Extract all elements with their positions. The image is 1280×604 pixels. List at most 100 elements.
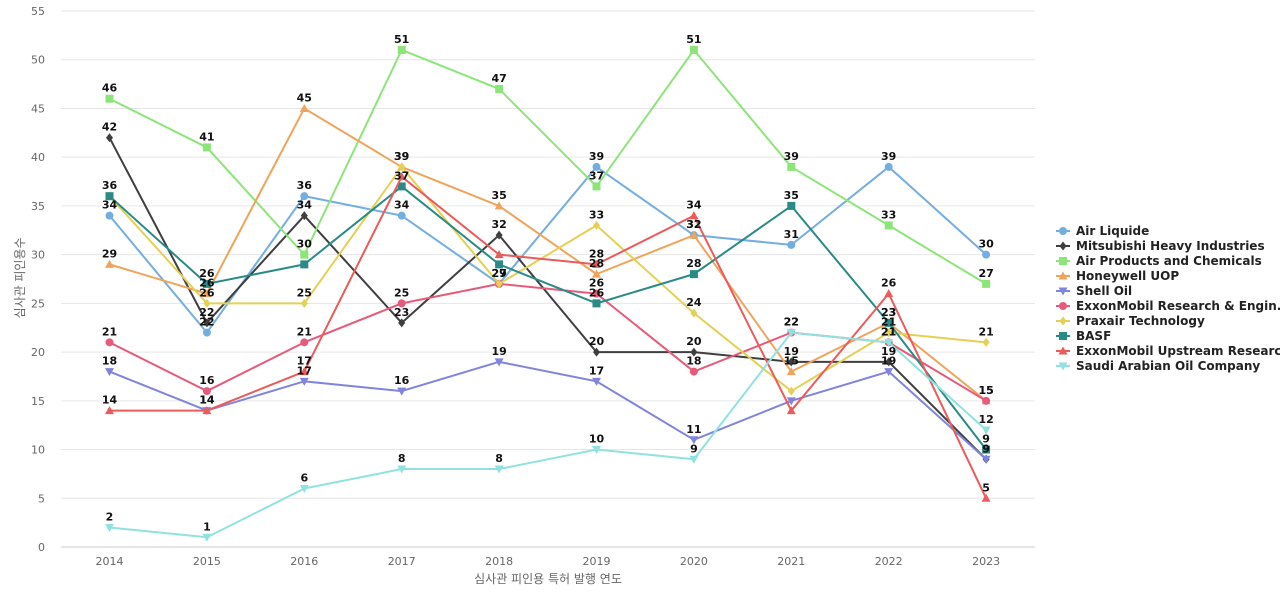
data-point[interactable] (689, 455, 699, 464)
data-point[interactable] (592, 259, 601, 268)
data-point[interactable] (787, 386, 795, 396)
data-point[interactable] (494, 201, 504, 210)
data-point[interactable] (397, 387, 407, 396)
data-point[interactable] (202, 406, 212, 415)
data-point[interactable] (982, 337, 990, 347)
data-point[interactable] (787, 357, 795, 367)
data-point[interactable] (689, 211, 699, 220)
data-point[interactable] (885, 328, 893, 338)
data-point[interactable] (300, 192, 309, 201)
data-point[interactable] (299, 377, 309, 386)
data-point[interactable] (982, 250, 991, 259)
data-point[interactable] (202, 279, 211, 288)
data-point[interactable] (884, 289, 894, 298)
data-point[interactable] (495, 279, 503, 289)
data-point[interactable] (202, 143, 211, 152)
data-point[interactable] (300, 298, 308, 308)
data-point[interactable] (203, 318, 211, 328)
data-point[interactable] (786, 397, 796, 406)
data-point[interactable] (689, 367, 698, 376)
legend-item[interactable]: Shell Oil (1056, 284, 1132, 298)
data-point[interactable] (300, 260, 309, 269)
data-point[interactable] (787, 240, 796, 249)
data-point[interactable] (397, 45, 406, 54)
data-point[interactable] (592, 182, 601, 191)
data-point[interactable] (786, 406, 796, 415)
data-point[interactable] (105, 338, 114, 347)
data-point[interactable] (397, 182, 406, 191)
data-point[interactable] (982, 396, 991, 405)
data-point[interactable] (300, 211, 308, 221)
data-point[interactable] (397, 172, 407, 181)
data-point[interactable] (884, 162, 893, 171)
data-point[interactable] (593, 220, 600, 230)
data-point[interactable] (884, 221, 893, 230)
data-point[interactable] (105, 259, 114, 268)
data-point[interactable] (593, 347, 600, 357)
data-point[interactable] (689, 45, 698, 54)
data-point[interactable] (397, 211, 406, 220)
data-point[interactable] (787, 162, 796, 171)
data-point[interactable] (202, 289, 212, 298)
data-point[interactable] (885, 357, 893, 367)
data-point[interactable] (105, 94, 114, 103)
data-point[interactable] (689, 436, 699, 445)
data-point[interactable] (300, 338, 309, 347)
data-point[interactable] (398, 162, 406, 172)
data-point[interactable] (202, 533, 212, 542)
legend-item[interactable]: Praxair Technology (1056, 314, 1205, 328)
data-point[interactable] (592, 289, 601, 298)
legend-item[interactable]: Air Products and Chemicals (1056, 254, 1262, 268)
data-point[interactable] (690, 308, 698, 318)
data-point[interactable] (105, 211, 114, 220)
data-point[interactable] (592, 446, 601, 455)
data-point[interactable] (592, 269, 601, 278)
data-point[interactable] (981, 455, 991, 464)
data-point[interactable] (299, 103, 309, 112)
data-point[interactable] (105, 524, 114, 533)
data-point[interactable] (786, 329, 796, 338)
data-point[interactable] (397, 465, 407, 474)
data-point[interactable] (202, 328, 211, 337)
data-point[interactable] (786, 367, 796, 376)
data-point[interactable] (202, 387, 211, 396)
legend-item[interactable]: Mitsubishi Heavy Industries (1056, 239, 1265, 253)
data-point[interactable] (494, 465, 504, 474)
data-point[interactable] (494, 358, 504, 367)
data-point[interactable] (495, 260, 504, 269)
legend-item[interactable]: Honeywell UOP (1056, 269, 1179, 283)
legend-item[interactable]: Air Liquide (1056, 224, 1149, 238)
data-point[interactable] (982, 445, 991, 454)
data-point[interactable] (300, 250, 309, 259)
data-point[interactable] (689, 270, 698, 279)
legend-item[interactable]: ExxonMobil Research & Engin... (1056, 299, 1280, 313)
data-point[interactable] (689, 230, 699, 239)
data-point[interactable] (494, 250, 504, 259)
data-point[interactable] (299, 485, 309, 494)
data-point[interactable] (592, 299, 601, 308)
data-point[interactable] (982, 279, 991, 288)
data-point[interactable] (397, 299, 406, 308)
data-point[interactable] (690, 347, 698, 357)
data-point[interactable] (592, 162, 601, 171)
data-point[interactable] (592, 377, 601, 386)
data-point[interactable] (495, 84, 504, 93)
data-point[interactable] (884, 318, 893, 327)
data-point[interactable] (398, 318, 406, 328)
legend-item[interactable]: Saudi Arabian Oil Company (1056, 359, 1260, 373)
legend-item[interactable]: ExxonMobil Upstream Researc... (1056, 344, 1280, 358)
data-point[interactable] (981, 493, 991, 502)
data-point[interactable] (106, 133, 113, 143)
data-point[interactable] (787, 201, 796, 210)
data-point[interactable] (884, 338, 894, 347)
data-point[interactable] (203, 298, 211, 308)
data-point[interactable] (105, 192, 114, 201)
data-point[interactable] (105, 406, 114, 415)
data-point[interactable] (105, 368, 114, 377)
legend-item[interactable]: BASF (1056, 329, 1111, 343)
data-point[interactable] (495, 230, 503, 240)
data-point[interactable] (981, 426, 991, 435)
data-point[interactable] (299, 367, 309, 376)
data-point[interactable] (884, 368, 894, 377)
